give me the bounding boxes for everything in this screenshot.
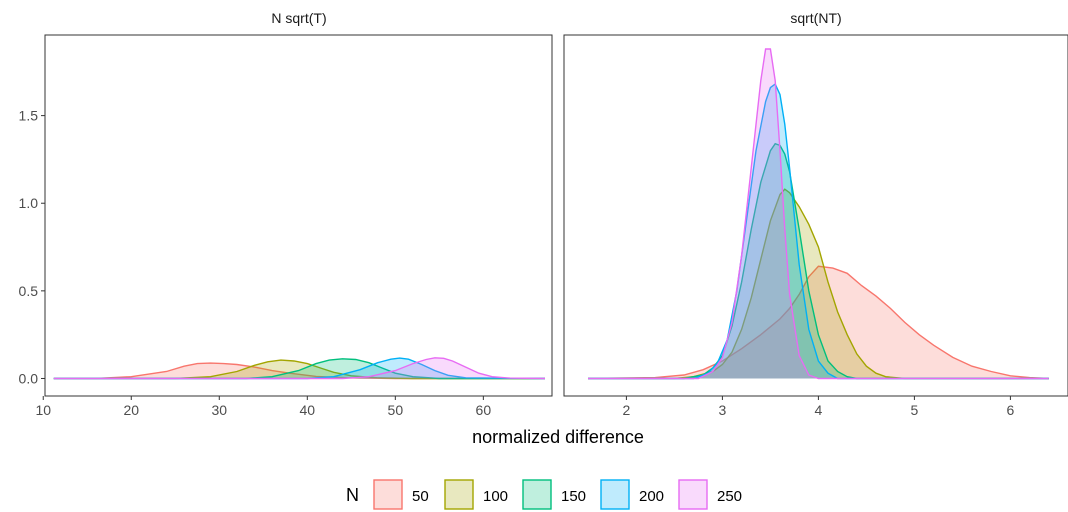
legend-item-100: 100 <box>444 479 508 510</box>
y-tick-label: 0.5 <box>19 283 39 299</box>
panel-n-sqrt-t: N sqrt(T) 0.0 0.5 1.0 1.5 10 20 30 40 50 60 <box>19 10 553 418</box>
legend-key <box>678 479 708 510</box>
density-area-n-100 <box>588 189 1049 379</box>
density-line-n-200 <box>588 83 1049 380</box>
y-tick-label: 0.0 <box>19 370 39 386</box>
density-area-n-150 <box>53 358 546 379</box>
x-tick-label: 40 <box>300 402 316 418</box>
x-tick-label: 50 <box>388 402 404 418</box>
x-tick-label: 6 <box>1007 402 1015 418</box>
density-line-n-200 <box>53 357 546 380</box>
panel-title-sqrt-nt: sqrt(NT) <box>790 10 841 26</box>
legend-key <box>600 479 630 510</box>
density-area-n-100 <box>53 360 546 379</box>
x-tick-label: 3 <box>719 402 727 418</box>
x-tick-label: 20 <box>123 402 139 418</box>
x-axis-label: normalized difference <box>472 427 644 447</box>
legend-label: 150 <box>561 488 586 505</box>
x-tick-label: 30 <box>211 402 227 418</box>
density-line-n-100 <box>588 188 1049 380</box>
legend-item-50: 50 <box>373 479 429 510</box>
x-tick-label: 5 <box>911 402 919 418</box>
panel-border <box>44 34 553 397</box>
density-line-n-250 <box>588 48 1049 380</box>
legend-key <box>373 479 403 510</box>
legend-item-200: 200 <box>600 479 664 510</box>
panel-sqrt-nt: sqrt(NT) 2 3 4 5 6 <box>563 10 1068 418</box>
y-tick-label: 1.5 <box>19 108 39 124</box>
legend-key <box>522 479 552 510</box>
density-line-n-50 <box>587 265 1049 380</box>
legend-label: 250 <box>717 488 742 505</box>
density-area-n-50 <box>53 363 546 379</box>
density-line-n-150 <box>53 358 545 380</box>
legend-label: 200 <box>639 488 664 505</box>
legend-item-250: 250 <box>678 479 742 510</box>
density-line-n-250 <box>53 357 546 380</box>
legend-label: 100 <box>483 488 508 505</box>
legend: N 50 100 150 200 250 <box>346 479 742 510</box>
x-axis: 10 20 30 40 50 60 <box>35 396 491 418</box>
legend-label: 50 <box>412 488 429 505</box>
legend-item-150: 150 <box>522 479 586 510</box>
panel-border <box>563 34 1068 397</box>
density-area-n-250 <box>53 357 546 379</box>
legend-title: N <box>346 485 359 505</box>
legend-key <box>444 479 474 510</box>
x-tick-label: 60 <box>476 402 492 418</box>
density-area-n-50 <box>588 266 1049 379</box>
x-tick-label: 10 <box>35 402 51 418</box>
y-axis: 0.0 0.5 1.0 1.5 <box>19 108 45 386</box>
density-area-n-200 <box>53 358 546 379</box>
x-axis: 2 3 4 5 6 <box>623 396 1015 418</box>
x-tick-label: 2 <box>623 402 631 418</box>
y-tick-label: 1.0 <box>19 195 39 211</box>
panel-title-n-sqrt-t: N sqrt(T) <box>271 10 326 26</box>
x-tick-label: 4 <box>815 402 823 418</box>
